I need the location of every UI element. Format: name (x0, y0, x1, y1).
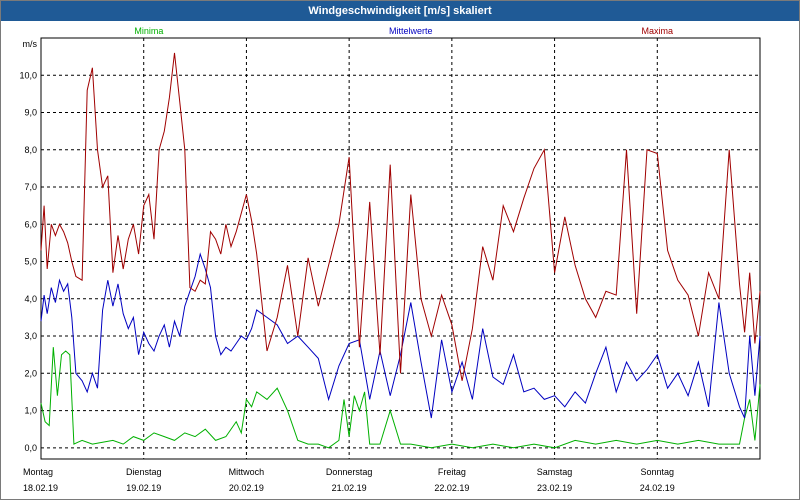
y-tick-label: 4,0 (24, 294, 37, 304)
day-name-label: Mittwoch (229, 467, 265, 477)
day-date-label: 18.02.19 (23, 483, 58, 493)
day-date-label: 20.02.19 (229, 483, 264, 493)
day-name-label: Donnerstag (326, 467, 373, 477)
chart-area: 0,0 1,0 2,0 3,0 4,0 5,0 6,0 7,0 8,0 9,0 10,0 m/s Mon… (1, 21, 799, 499)
window-title: Windgeschwindigkeit [m/s] skaliert (1, 1, 799, 21)
y-axis-label: m/s (23, 39, 38, 49)
day-name-label: Montag (23, 467, 53, 477)
series-line-mittelwerte (40, 252, 761, 419)
y-tick-label: 9,0 (24, 108, 37, 118)
day-name-label: Samstag (537, 467, 573, 477)
y-tick-label: 5,0 (24, 257, 37, 267)
y-tick-label: 3,0 (24, 331, 37, 341)
day-date-label: 22.02.19 (434, 483, 469, 493)
day-date-label: 19.02.19 (126, 483, 161, 493)
y-tick-label: 2,0 (24, 368, 37, 378)
y-tick-label: 6,0 (24, 219, 37, 229)
day-date-label: 24.02.19 (640, 483, 675, 493)
day-name-label: Freitag (438, 467, 466, 477)
y-tick-label: 1,0 (24, 406, 37, 416)
legend-entry-minima: Minima (134, 26, 163, 36)
day-date-label: 23.02.19 (537, 483, 572, 493)
day-name-label: Sonntag (641, 467, 675, 477)
legend-entry-mittelwerte: Mittelwerte (389, 26, 433, 36)
y-tick-label: 8,0 (24, 145, 37, 155)
series-line-minima (40, 347, 761, 449)
y-tick-label: 0,0 (24, 443, 37, 453)
legend-entry-maxima: Maxima (642, 26, 674, 36)
plot-frame (40, 37, 761, 460)
series-line-maxima (40, 52, 761, 381)
day-date-label: 21.02.19 (332, 483, 367, 493)
y-tick-label: 7,0 (24, 182, 37, 192)
y-tick-label: 10,0 (19, 70, 37, 80)
day-name-label: Dienstag (126, 467, 162, 477)
wind-speed-chart: 0,0 1,0 2,0 3,0 4,0 5,0 6,0 7,0 8,0 9,0 10,0 m/s Mon… (19, 26, 761, 493)
